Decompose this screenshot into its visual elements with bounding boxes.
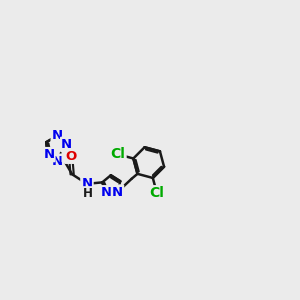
Text: O: O	[65, 150, 76, 163]
Text: N: N	[61, 138, 72, 151]
Text: Cl: Cl	[149, 186, 164, 200]
Text: N: N	[81, 177, 92, 190]
Text: H: H	[82, 187, 93, 200]
Text: N: N	[112, 185, 123, 199]
Text: N: N	[63, 148, 74, 161]
Text: N: N	[52, 155, 63, 168]
Text: Cl: Cl	[111, 147, 125, 161]
Text: N: N	[43, 148, 54, 161]
Text: N: N	[101, 186, 112, 199]
Text: N: N	[52, 129, 63, 142]
